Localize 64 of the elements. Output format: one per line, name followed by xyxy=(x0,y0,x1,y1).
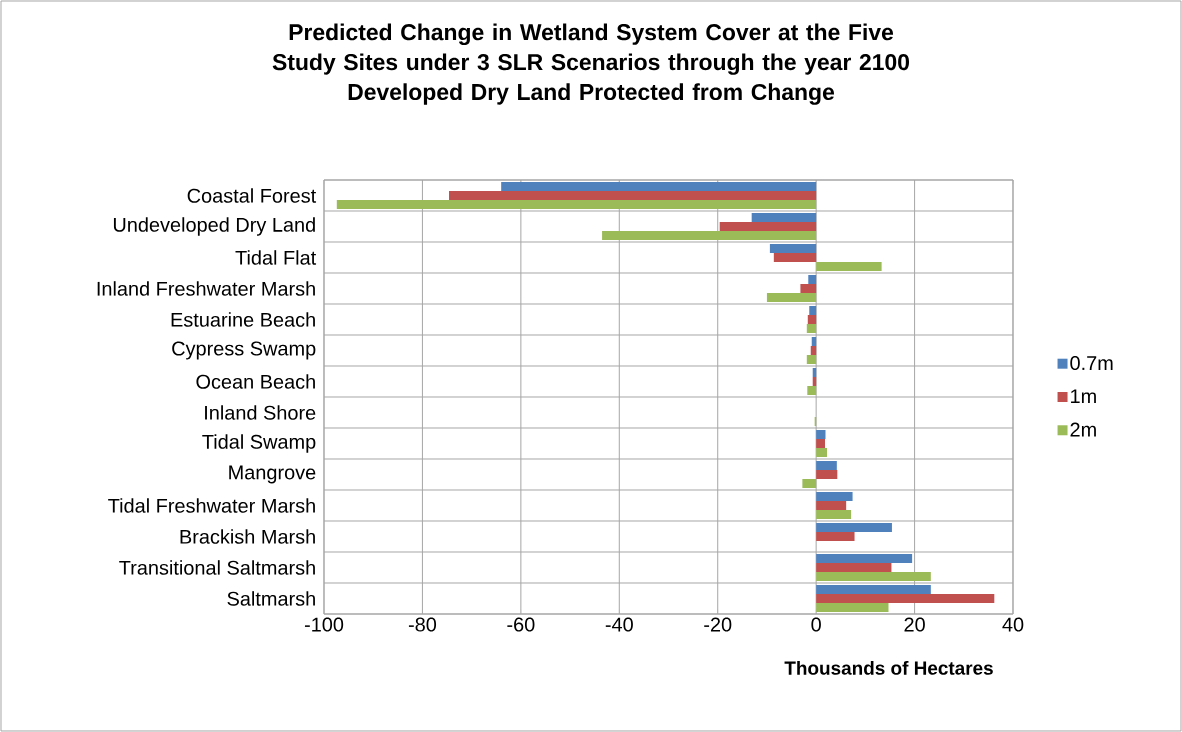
y-tick-label: Saltmarsh xyxy=(227,591,315,606)
bar xyxy=(816,429,826,439)
bar xyxy=(800,283,817,293)
x-tick-label: -40 xyxy=(605,617,633,632)
y-tick-label: Cypress Swamp xyxy=(172,341,316,360)
legend-label: 0.7m xyxy=(1070,356,1113,371)
bar xyxy=(816,584,931,594)
bar xyxy=(816,447,827,457)
bar xyxy=(811,336,817,346)
bar xyxy=(802,478,817,488)
bar xyxy=(806,323,817,333)
chart-title: Predicted Change in Wetland System Cover at the Five Study Sites under 3 SLR Scenarios through the year 2100 xyxy=(272,23,910,75)
x-tick-label: -60 xyxy=(507,617,535,632)
y-tick-label: Inland Shore xyxy=(205,405,316,420)
bar xyxy=(501,181,817,191)
bar xyxy=(816,522,892,532)
y-tick-label: Tidal Swamp xyxy=(202,434,316,453)
bar xyxy=(816,491,853,501)
y-tick-label: Inland Freshwater Marsh xyxy=(97,281,315,296)
x-tick-label: 0 xyxy=(811,617,821,632)
y-tick-label: Coastal Forest xyxy=(187,188,317,203)
x-tick-label: -20 xyxy=(704,617,732,632)
legend-label: 2m xyxy=(1070,422,1096,437)
bar xyxy=(807,385,817,395)
y-tick-label: Tidal Freshwater Marsh xyxy=(108,498,315,513)
bar xyxy=(816,571,931,581)
bar xyxy=(816,562,892,572)
x-tick-label: 20 xyxy=(904,617,925,632)
bar xyxy=(816,469,838,479)
bar xyxy=(602,230,817,240)
bar xyxy=(751,212,817,222)
bar xyxy=(816,531,855,541)
bar xyxy=(769,243,817,253)
bar xyxy=(449,190,817,200)
bar xyxy=(816,509,852,519)
y-tick-label: Brackish Marsh xyxy=(180,529,315,544)
legend-label: 1m xyxy=(1071,389,1096,404)
bar xyxy=(816,261,882,271)
bar xyxy=(807,314,817,324)
y-tick-label: Ocean Beach xyxy=(196,374,315,389)
bar xyxy=(816,460,837,470)
y-tick-label: Estuarine Beach xyxy=(171,312,315,327)
bar xyxy=(773,252,817,262)
x-tick-label: -100 xyxy=(304,617,344,632)
bar xyxy=(816,438,826,448)
bar xyxy=(816,500,847,510)
y-tick-label: Mangrove xyxy=(229,465,316,484)
x-tick-label: -80 xyxy=(408,617,437,632)
bar xyxy=(806,354,817,364)
chart-subtitle: Developed Dry Land Protected from Change xyxy=(348,83,835,105)
y-tick-label: Tidal Flat xyxy=(235,250,317,265)
bar xyxy=(809,305,817,315)
x-tick-label: 40 xyxy=(1002,617,1024,632)
bar xyxy=(336,199,817,209)
bar xyxy=(816,593,995,603)
bar xyxy=(816,602,889,612)
bar xyxy=(810,345,817,355)
y-tick-label: Transitional Saltmarsh xyxy=(119,560,315,575)
bar xyxy=(766,292,817,302)
y-tick-label: Undeveloped Dry Land xyxy=(113,217,315,236)
bar xyxy=(719,221,817,231)
bar xyxy=(816,553,913,563)
x-axis-title: Thousands of Hectares xyxy=(784,660,993,675)
bar xyxy=(808,274,817,284)
